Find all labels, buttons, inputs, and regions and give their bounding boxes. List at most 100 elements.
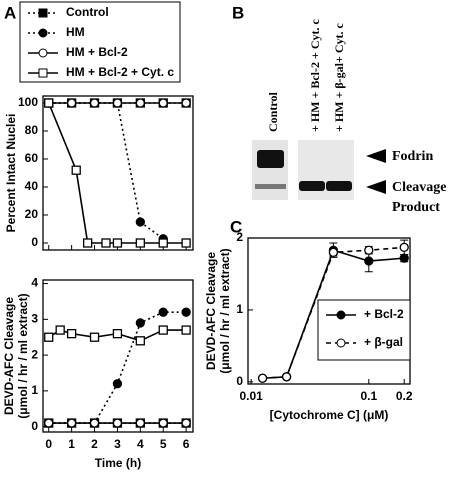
legend-marker	[38, 8, 48, 18]
x-tick-label: 0.01	[239, 389, 263, 403]
y-axis-title: Percent Intact Nuclei	[4, 114, 18, 233]
marker	[44, 98, 54, 108]
marker	[181, 418, 191, 428]
marker	[112, 418, 123, 428]
marker	[135, 318, 145, 328]
x-tick-label: 0.2	[396, 389, 413, 403]
y-tick-label: 1	[31, 383, 38, 397]
marker	[83, 238, 93, 248]
marker	[181, 307, 191, 317]
y-tick-label: 2	[236, 230, 243, 244]
marker	[135, 336, 145, 346]
x-tick-label: 6	[183, 437, 190, 451]
marker	[44, 332, 54, 342]
y-tick-label: 40	[25, 179, 39, 193]
legend-label: Control	[66, 5, 109, 19]
x-tick-label: 2	[91, 437, 98, 451]
marker	[399, 253, 409, 263]
marker	[71, 165, 81, 175]
marker	[66, 418, 77, 428]
x-axis-title: Time (h)	[95, 456, 141, 470]
blot	[252, 140, 386, 200]
plot-frame	[42, 279, 194, 433]
plot-frame	[42, 95, 194, 251]
panel-label: C	[230, 217, 242, 236]
legend-marker	[336, 310, 346, 320]
legend-label: + β-gal	[364, 335, 403, 349]
marker	[158, 325, 168, 335]
legend-label: HM + Bcl-2 + Cyt. c	[66, 65, 174, 79]
marker	[158, 307, 168, 317]
marker	[66, 328, 77, 339]
marker	[135, 98, 145, 108]
legend-label: HM + Bcl-2	[66, 45, 128, 59]
y-tick-label: 2	[31, 347, 38, 361]
panel-label: B	[232, 3, 244, 22]
y-tick-label: 0	[236, 374, 243, 388]
marker	[112, 98, 123, 108]
marker	[135, 217, 145, 227]
y-tick-label: 1	[236, 302, 243, 316]
y-tick-label: 4	[31, 276, 38, 290]
band	[299, 181, 325, 191]
band	[255, 184, 286, 189]
band-label: Cleavage	[392, 180, 446, 195]
marker	[328, 247, 339, 258]
arrow	[366, 149, 386, 163]
band	[257, 150, 284, 168]
legend-marker	[38, 68, 48, 78]
marker	[112, 328, 123, 339]
series-line	[48, 102, 164, 240]
legend-marker	[38, 48, 48, 58]
legend-label: + Bcl-2	[364, 307, 404, 321]
x-tick-label: 1	[68, 437, 75, 451]
y-tick-label: 20	[25, 207, 39, 221]
band-label: Fodrin	[392, 149, 433, 164]
marker	[89, 332, 100, 342]
blot-lane	[252, 140, 288, 200]
y-axis-title: DEVD-AFC Cleavage	[2, 297, 16, 415]
y-tick-label: 60	[25, 151, 39, 165]
y-tick-label: 3	[31, 312, 38, 326]
legend-box	[317, 299, 411, 361]
legend-label: HM	[66, 25, 85, 39]
x-tick-label: 4	[137, 437, 144, 451]
marker	[181, 325, 191, 335]
x-tick-label: 0.1	[360, 389, 377, 403]
y-tick-label: 80	[25, 123, 39, 137]
marker	[281, 372, 292, 382]
marker	[364, 245, 374, 255]
y-axis-title: (μmol / hr / ml extract)	[218, 248, 232, 373]
marker	[112, 238, 123, 248]
marker	[101, 238, 111, 248]
marker	[55, 325, 65, 335]
marker	[364, 256, 374, 266]
marker	[158, 238, 168, 248]
series-line	[47, 102, 187, 244]
x-axis-title: [Cytochrome C] (μM)	[270, 408, 389, 422]
lane-label: Control	[266, 92, 280, 132]
marker	[135, 238, 145, 248]
y-tick-label: 100	[18, 95, 38, 109]
y-axis-title: (μmol / hr / ml extract)	[16, 293, 30, 418]
marker	[112, 379, 123, 389]
x-tick-label: 5	[160, 437, 167, 451]
y-tick-label: 0	[31, 235, 38, 249]
marker	[399, 242, 409, 252]
marker	[181, 238, 191, 248]
x-tick-label: 3	[114, 437, 121, 451]
marker	[89, 418, 100, 428]
marker	[158, 98, 168, 108]
legend-marker	[38, 28, 48, 38]
lane-label: + HM + Bcl-2 + Cyt. c	[308, 19, 322, 132]
marker	[181, 98, 191, 108]
lane-label: + HM + β-gal+ Cyt. c	[332, 23, 346, 132]
marker	[257, 373, 268, 383]
marker	[66, 98, 77, 108]
marker	[158, 418, 168, 428]
legend-marker	[336, 338, 346, 348]
band	[326, 181, 352, 191]
marker	[135, 418, 145, 428]
band-label: Product	[392, 200, 440, 215]
